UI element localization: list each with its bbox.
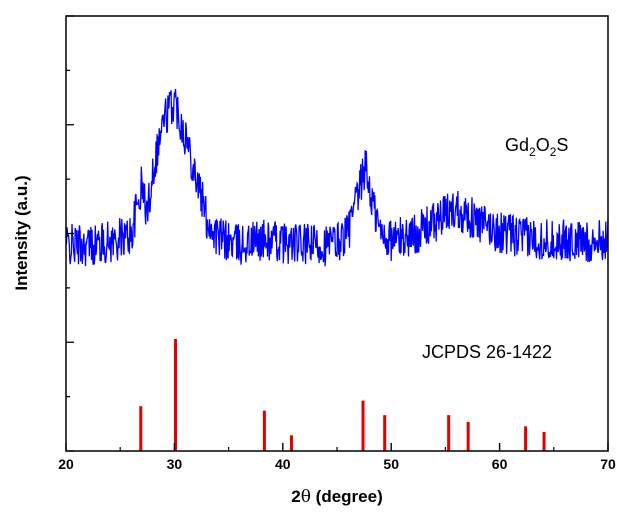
x-tick-label: 70 (600, 456, 616, 472)
xrd-pattern-line (65, 88, 609, 267)
pattern-annotation-tail: S (556, 135, 568, 155)
pattern-annotation-sub1: 2 (529, 145, 536, 159)
x-axis-title-suffix: (degree) (311, 487, 383, 506)
pattern-annotation: Gd2O2S (505, 135, 568, 159)
y-ticks (66, 15, 74, 452)
x-tick-label: 60 (492, 456, 508, 472)
pattern-annotation-mid: O (536, 135, 550, 155)
reference-sticks (139, 339, 546, 451)
x-ticks: 20 30 40 50 60 70 (58, 443, 616, 472)
reference-annotation: JCPDS 26-1422 (422, 342, 552, 362)
x-tick-label: 40 (275, 456, 291, 472)
x-axis-title: 2θ (degree) (291, 487, 383, 507)
theta-symbol: θ (301, 487, 311, 507)
x-tick-label: 20 (58, 456, 74, 472)
x-tick-label: 50 (383, 456, 399, 472)
y-axis-title: Intensity (a.u.) (12, 175, 31, 290)
x-axis-title-prefix: 2 (291, 487, 300, 506)
pattern-annotation-sub2: 2 (550, 145, 557, 159)
pattern-annotation-base: Gd (505, 135, 529, 155)
xrd-pattern (65, 88, 609, 267)
x-tick-label: 30 (167, 456, 183, 472)
